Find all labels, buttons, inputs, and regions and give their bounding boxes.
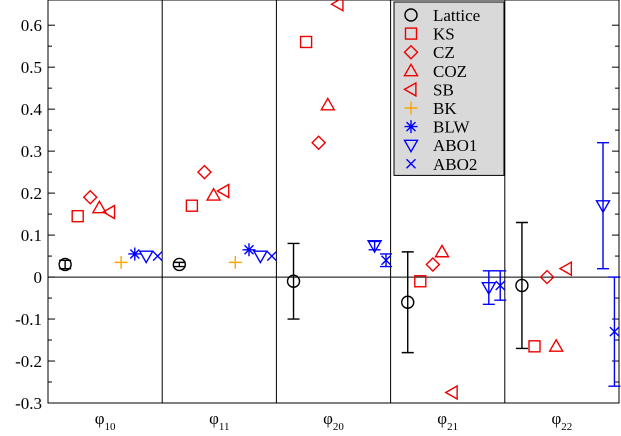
point-abo1 <box>138 250 154 264</box>
point-sb <box>330 0 344 12</box>
series-coz <box>91 97 564 352</box>
error-bar-lattice <box>401 251 414 354</box>
point-abo2 <box>152 251 163 262</box>
point-cz <box>82 189 98 205</box>
point-abo1 <box>252 250 269 264</box>
legend-marker-lattice <box>404 8 418 22</box>
point-ks <box>528 340 541 353</box>
legend-label-bk: BK <box>433 99 457 118</box>
legend-label-sb: SB <box>433 80 454 99</box>
point-ks <box>71 209 84 223</box>
point-coz <box>91 199 108 214</box>
error-bar-lattice <box>515 221 528 350</box>
legend-marker-bk <box>404 101 418 115</box>
plot-area: φ10 φ11 φ20 φ21 φ22 -0.3 -0.2 -0.1 0 0.1 0.2 0.3 0.4… <box>15 0 620 433</box>
error-bar-abo1 <box>597 142 610 270</box>
legend-label-lattice: Lattice <box>433 6 480 25</box>
y-tick-label: -0.3 <box>15 394 42 413</box>
point-lattice <box>286 274 301 288</box>
point-bk <box>114 255 128 269</box>
legend-label-ks: KS <box>433 25 455 44</box>
point-abo2 <box>495 280 506 291</box>
data-marks <box>58 0 621 401</box>
legend-label-abo1: ABO1 <box>433 136 477 155</box>
point-sb <box>444 384 458 401</box>
series-abo1 <box>138 142 611 306</box>
point-coz <box>548 338 564 352</box>
point-abo2 <box>609 326 620 337</box>
error-bar-abo1 <box>482 270 495 306</box>
y-tick-label: 0.6 <box>21 16 42 35</box>
point-coz <box>320 97 336 111</box>
y-tick-label: -0.1 <box>15 310 42 329</box>
x-tick-label: φ10 <box>95 409 116 433</box>
legend-marker-blw <box>404 120 418 134</box>
point-cz <box>425 256 441 272</box>
legend-marker-abo1 <box>403 139 419 154</box>
series-sb <box>101 0 573 401</box>
point-lattice <box>58 257 72 272</box>
point-coz <box>434 243 450 258</box>
legend-label-blw: BLW <box>433 118 470 137</box>
point-lattice <box>172 257 187 272</box>
point-abo2 <box>381 255 392 266</box>
y-tick-label: 0.3 <box>21 142 42 161</box>
x-tick-label: φ20 <box>323 409 344 433</box>
y-tick-label: 0.1 <box>21 226 42 245</box>
point-cz <box>539 269 555 285</box>
y-tick-label: 0 <box>34 268 43 287</box>
plot-frame <box>47 0 620 404</box>
point-lattice <box>401 295 415 309</box>
point-cz <box>196 164 212 180</box>
series-lattice <box>58 221 529 354</box>
point-abo1 <box>366 240 383 254</box>
point-ks <box>414 275 427 288</box>
series-ks <box>71 35 541 353</box>
point-abo1 <box>481 281 497 296</box>
point-sb <box>558 260 573 277</box>
error-bar-lattice <box>287 242 300 320</box>
point-sb <box>215 183 230 199</box>
point-coz <box>205 187 222 201</box>
series-bk <box>114 255 242 269</box>
point-abo1 <box>595 200 611 214</box>
error-bar-lattice <box>59 259 72 270</box>
legend-box <box>393 1 505 176</box>
y-tick-label: 0.2 <box>21 184 42 203</box>
legend-label-abo2: ABO2 <box>433 155 477 174</box>
legend-label-cz: CZ <box>433 43 455 62</box>
point-cz <box>311 135 327 151</box>
x-tick-label: φ22 <box>551 409 572 433</box>
point-bk <box>228 255 242 269</box>
point-ks <box>185 199 199 212</box>
point-blw <box>242 243 256 257</box>
legend-marker-ks <box>404 27 418 40</box>
x-tick-label: φ21 <box>437 409 458 433</box>
point-blw <box>128 247 142 261</box>
error-bar-lattice <box>173 261 186 268</box>
point-ks <box>299 35 313 49</box>
series-abo2 <box>152 251 621 387</box>
series-blw <box>128 243 256 261</box>
point-sb <box>101 204 116 220</box>
point-abo2 <box>266 251 277 262</box>
x-tick-label: φ11 <box>209 409 229 433</box>
series-cz <box>82 135 555 285</box>
point-lattice <box>515 278 529 293</box>
legend-marker-abo2 <box>406 158 416 169</box>
legend-marker-sb <box>403 81 417 98</box>
y-tick-label: 0.4 <box>21 100 43 119</box>
legend-marker-cz <box>403 44 419 60</box>
y-tick-label: 0.5 <box>21 58 42 77</box>
y-tick-label: -0.2 <box>15 352 42 371</box>
legend-marker-coz <box>403 62 419 77</box>
legend-label-coz: COZ <box>433 62 467 81</box>
